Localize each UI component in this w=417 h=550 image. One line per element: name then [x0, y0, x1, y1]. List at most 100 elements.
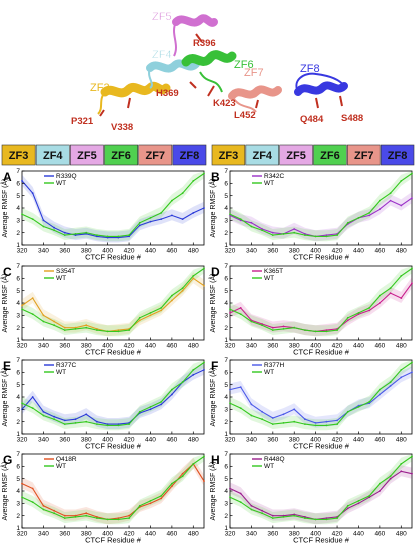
data-point: [181, 381, 184, 384]
data-point: [379, 294, 381, 297]
x-tick-label: 460: [166, 248, 177, 255]
data-point: [42, 320, 45, 323]
x-tick-label: 400: [102, 248, 113, 255]
domain-segment-label: ZF6: [111, 150, 131, 162]
data-point: [271, 231, 274, 234]
y-tick-label: 1: [16, 337, 20, 344]
residue-label-r396: R396: [193, 38, 216, 49]
data-point: [149, 500, 152, 502]
domain-segment-zf5-left: [70, 144, 104, 166]
data-point: [293, 420, 296, 423]
data-point: [74, 418, 77, 421]
domain-segment-label: ZF3: [9, 150, 29, 162]
data-point: [379, 208, 381, 211]
panel-g: 320 340 360 380 400 420 440 460 480 1 2 3 4 5 6 7 CTCF R…: [0, 451, 205, 545]
data-point: [325, 424, 328, 427]
data-point: [53, 226, 55, 229]
domain-segment-label: ZF3: [219, 150, 239, 162]
data-point: [325, 518, 328, 521]
x-tick-label: 440: [353, 343, 364, 350]
data-point: [21, 496, 23, 499]
x-tick-label: 460: [374, 437, 385, 444]
y-tick-label: 7: [16, 263, 20, 270]
data-point: [229, 308, 231, 311]
data-point: [400, 275, 403, 277]
x-tick-label: 320: [17, 437, 28, 444]
data-point: [63, 514, 66, 517]
data-point: [357, 500, 360, 502]
data-point: [250, 221, 253, 224]
data-point: [171, 214, 173, 217]
data-point: [229, 388, 231, 391]
data-point: [96, 423, 98, 425]
data-point: [42, 414, 45, 417]
data-point: [53, 320, 55, 323]
data-point: [411, 371, 413, 374]
data-point: [106, 330, 109, 333]
y-axis-label: Average RMSF (Å): [208, 368, 217, 427]
data-point: [106, 518, 109, 521]
legend-entry: K365T: [264, 268, 283, 275]
data-point: [171, 299, 173, 302]
data-point: [138, 221, 141, 224]
data-point: [63, 419, 66, 422]
x-tick-label: 400: [102, 343, 113, 350]
protein-structure-illustration: ZF5 ZF4 ZF6 ZF3 ZF7 ZF8 R396 H369 K423 P…: [71, 11, 363, 133]
x-tick-label: 320: [225, 437, 236, 444]
data-point: [271, 417, 274, 419]
domain-segment-zf4-right: [245, 144, 279, 166]
x-tick-label: 380: [289, 248, 300, 255]
data-point: [314, 330, 317, 333]
data-point: [74, 233, 77, 235]
data-point: [181, 287, 184, 290]
x-tick-label: 380: [289, 531, 300, 538]
data-point: [293, 514, 296, 517]
x-tick-label: 360: [267, 248, 278, 255]
zf5-helix: [172, 14, 218, 27]
zf8-loop: [295, 72, 345, 93]
x-tick-label: 460: [374, 248, 385, 255]
data-point: [325, 235, 328, 238]
data-point: [53, 324, 55, 327]
x-tick-label: 320: [17, 248, 28, 255]
data-point: [192, 373, 195, 376]
x-tick-label: 360: [267, 437, 278, 444]
panel-b: 320 340 360 380 400 420 440 460 480 1 2 3 4 5 6 7 CTCF R…: [208, 168, 413, 262]
domain-segment-zf5-right: [279, 144, 313, 166]
series-line-wt: [229, 456, 413, 520]
data-point: [117, 517, 120, 519]
data-point: [304, 517, 306, 519]
data-point: [400, 463, 403, 465]
data-point: [368, 212, 371, 214]
data-point: [171, 388, 173, 391]
data-point: [74, 516, 77, 518]
domain-segment-label: ZF4: [43, 150, 63, 162]
data-point: [53, 509, 55, 512]
y-tick-label: 6: [224, 276, 228, 283]
data-point: [181, 289, 184, 292]
data-point: [346, 316, 349, 319]
y-tick-label: 3: [16, 501, 20, 508]
data-point: [346, 410, 349, 413]
legend-entry: Q418R: [56, 456, 77, 463]
data-point: [357, 404, 360, 407]
data-point: [325, 330, 328, 333]
y-tick-label: 7: [224, 263, 228, 270]
data-point: [389, 292, 392, 294]
data-point: [261, 418, 263, 421]
data-point: [282, 328, 285, 330]
panel-letter: C: [3, 265, 12, 279]
data-point: [117, 424, 120, 427]
residue-label-q484: Q484: [300, 114, 324, 125]
legend-entry: R377C: [56, 362, 77, 369]
panel-letter: F: [211, 359, 218, 373]
x-tick-label: 460: [166, 343, 177, 350]
data-point: [314, 424, 317, 427]
data-point: [31, 192, 34, 195]
data-point: [357, 312, 360, 314]
x-axis-label: CTCF Residue #: [85, 348, 142, 357]
series-line-wt: [229, 268, 413, 332]
legend-entry: WT: [264, 463, 274, 470]
data-point: [379, 490, 381, 492]
